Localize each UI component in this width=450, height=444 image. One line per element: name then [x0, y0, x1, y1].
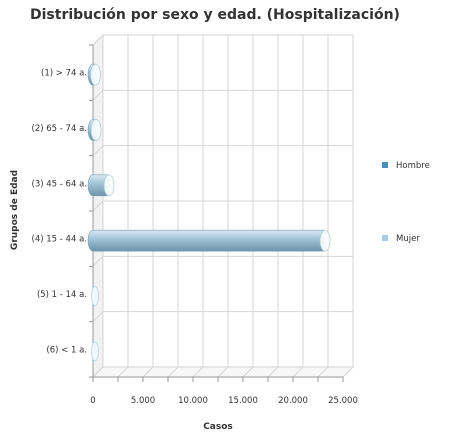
x-gridline-floor — [192, 366, 204, 378]
y-gridline-wall — [92, 89, 104, 101]
x-tick-label: 10.000 — [178, 396, 208, 406]
y-tick-label: (4) 15 - 44 a. — [32, 235, 87, 245]
bar-cap — [90, 63, 101, 86]
x-tick-label: 15.000 — [228, 396, 258, 406]
y-gridline-wall — [92, 366, 104, 378]
plot-area: 0 5.000 10.000 15.000 20.000 25.000 (1) > 74 a… — [32, 33, 358, 406]
x-gridline-floor — [292, 366, 304, 378]
y-tick-label: (6) < 1 a. — [46, 345, 87, 355]
x-gridline-floor — [117, 366, 129, 378]
legend-label: Mujer — [396, 234, 420, 244]
legend-swatch — [382, 162, 388, 168]
x-gridline-floor — [142, 366, 154, 378]
x-tick-label: 25.000 — [328, 396, 358, 406]
bar — [87, 229, 331, 252]
bar-cap-zero — [91, 341, 99, 362]
legend: Hombre Mujer — [382, 161, 430, 244]
x-axis-title: Casos — [203, 422, 233, 432]
y-gridline-wall — [92, 145, 104, 157]
legend-label: Hombre — [396, 161, 430, 171]
y-gridline-wall — [92, 311, 104, 323]
x-tick-label: 0 — [90, 396, 95, 406]
y-gridline-wall — [92, 34, 104, 46]
bar — [91, 286, 99, 306]
bar — [87, 63, 101, 86]
bar-body — [87, 229, 326, 252]
bar-body — [87, 174, 110, 197]
y-tick-label: (5) 1 - 14 a. — [37, 290, 87, 300]
bar — [87, 119, 102, 141]
bar-cap — [103, 174, 115, 197]
x-tick-label: 5.000 — [131, 396, 155, 406]
bar — [91, 341, 99, 362]
bar — [87, 174, 115, 197]
y-tick-label: (2) 65 - 74 a. — [32, 124, 87, 134]
bar-cap — [90, 119, 102, 141]
chart-title: Distribución por sexo y edad. (Hospitali… — [30, 7, 400, 23]
bar-cap-zero — [91, 286, 99, 306]
x-gridline-floor — [242, 366, 254, 378]
y-tick-label: (3) 45 - 64 a. — [32, 179, 87, 189]
x-gridline-floor — [267, 366, 279, 378]
x-gridline-floor — [317, 366, 329, 378]
bar-cap — [319, 229, 331, 252]
x-gridline-floor — [167, 366, 179, 378]
x-tick-label: 20.000 — [278, 396, 308, 406]
y-tick-label: (1) > 74 a. — [41, 69, 87, 79]
x-gridline-floor — [342, 366, 354, 378]
y-gridline-wall — [92, 255, 104, 267]
y-gridline-wall — [92, 200, 104, 212]
legend-swatch — [382, 235, 388, 241]
y-axis-title: Grupos de Edad — [10, 170, 20, 250]
x-gridline-floor — [217, 366, 229, 378]
